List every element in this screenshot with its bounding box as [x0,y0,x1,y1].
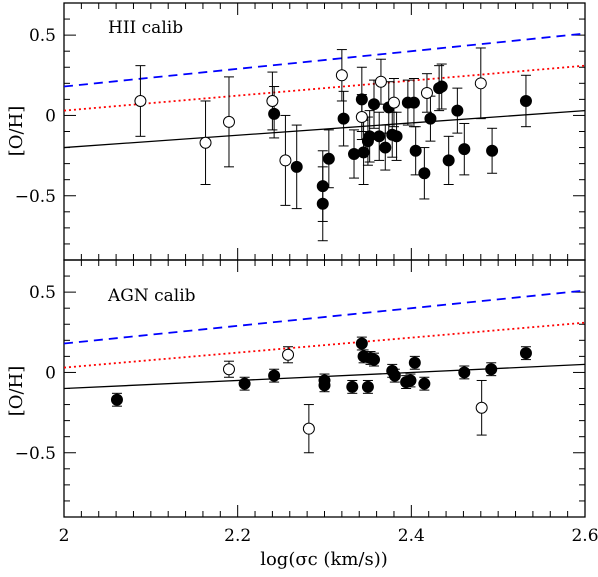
filled-point [486,144,499,157]
panel-label: AGN calib [107,286,196,306]
y-tick-label: 0 [45,363,56,383]
filled-point [404,374,417,387]
open-point [335,69,348,82]
filled-point [346,380,359,393]
dotted-line [64,321,585,369]
dashed-line [64,289,585,345]
open-point [374,75,387,88]
open-point [266,94,279,107]
filled-point [409,144,422,157]
filled-point [110,393,123,406]
panel-hii-calib: HII calib [O/H] 0.5 0 −0.5 [6,2,586,261]
filled-point [418,167,431,180]
x-axis-label: log(σc (km/s)) [260,549,388,570]
filled-point [485,363,498,376]
open-point [302,422,315,435]
filled-point [238,377,251,390]
x-tick-label: 2.6 [571,526,598,546]
y-tick-labels: 0.5 0 −0.5 [15,283,56,464]
filled-point [357,146,370,159]
filled-point [519,347,532,360]
open-point [222,115,235,128]
model-lines [64,32,585,149]
filled-point [418,377,431,390]
filled-point [318,379,331,392]
filled-point [268,369,281,382]
x-tick-labels: 2 2.2 2.4 2.6 [59,526,598,546]
y-tick-label: 0.5 [29,26,56,46]
axis-ticks [63,2,586,261]
filled-point [408,356,421,369]
y-tick-label: −0.5 [15,187,56,207]
solid-line [64,109,585,149]
filled-point [407,96,420,109]
filled-point [290,160,303,173]
y-tick-label: 0.5 [29,283,56,303]
filled-point [519,94,532,107]
x-tick-label: 2.4 [398,526,425,546]
y-axis-label: [O/H] [6,106,27,157]
y-axis-label: [O/H] [6,366,27,417]
data-points [134,47,532,242]
filled-point [337,112,350,125]
open-point [387,96,400,109]
filled-point [451,104,464,117]
filled-point [268,107,281,120]
x-tick-label: 2.2 [224,526,251,546]
open-point [199,136,212,149]
dashed-line [64,32,585,88]
y-tick-label: 0 [45,106,56,126]
filled-point [424,112,437,125]
filled-point [316,197,329,210]
open-point [279,154,292,167]
filled-point [388,369,401,382]
filled-point [361,380,374,393]
filled-point [379,141,392,154]
open-point [355,111,368,124]
y-tick-labels: 0.5 0 −0.5 [15,26,56,207]
filled-point [367,353,380,366]
open-point [134,94,147,107]
filled-point [373,130,386,143]
filled-point [355,337,368,350]
panel-label: HII calib [108,18,183,38]
filled-point [458,366,471,379]
filled-point [390,130,403,143]
open-point [475,401,488,414]
filled-point [458,143,471,156]
filled-point [435,80,448,93]
open-point [474,77,487,90]
x-tick-label: 2 [59,526,70,546]
open-point [282,348,295,361]
y-tick-label: −0.5 [15,444,56,464]
filled-point [322,152,335,165]
axis-ticks [63,259,586,518]
panel-agn-calib: AGN calib [O/H] 0.5 0 −0.5 2 2.2 2.4 2.6 [6,259,598,546]
open-point [420,86,433,99]
dotted-line [64,64,585,112]
open-point [222,363,235,376]
filled-point [442,154,455,167]
data-points [110,336,532,454]
